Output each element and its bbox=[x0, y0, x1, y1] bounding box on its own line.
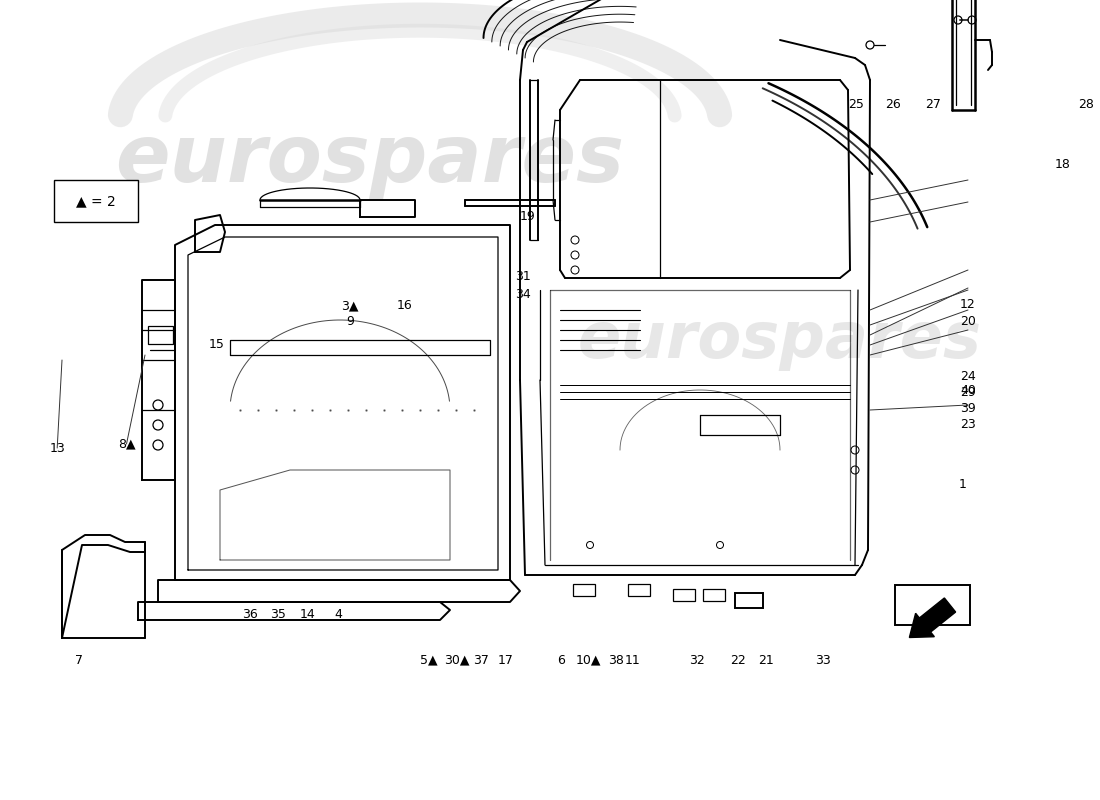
Text: 25: 25 bbox=[848, 98, 864, 110]
Text: 18: 18 bbox=[1055, 158, 1070, 170]
Text: 23: 23 bbox=[960, 418, 976, 430]
FancyBboxPatch shape bbox=[54, 180, 138, 222]
Text: 12: 12 bbox=[960, 298, 976, 310]
Text: 21: 21 bbox=[758, 654, 773, 666]
Text: 32: 32 bbox=[690, 654, 705, 666]
Text: ▲ = 2: ▲ = 2 bbox=[76, 194, 116, 208]
Text: 35: 35 bbox=[271, 608, 286, 621]
Text: 29: 29 bbox=[960, 386, 976, 398]
Text: 4: 4 bbox=[334, 608, 343, 621]
Bar bbox=[628, 584, 650, 596]
Text: 11: 11 bbox=[625, 654, 640, 666]
Bar bbox=[735, 593, 763, 608]
Text: 37: 37 bbox=[473, 654, 488, 666]
Bar bbox=[148, 326, 173, 344]
Text: 40: 40 bbox=[960, 384, 976, 397]
Bar bbox=[703, 589, 725, 601]
Text: 9: 9 bbox=[345, 315, 354, 328]
Text: 36: 36 bbox=[242, 608, 257, 621]
Text: 31: 31 bbox=[515, 270, 530, 282]
Bar bbox=[673, 589, 695, 601]
Text: 5▲: 5▲ bbox=[420, 654, 438, 666]
Text: 17: 17 bbox=[498, 654, 514, 666]
Text: 7: 7 bbox=[75, 654, 84, 666]
Text: 8▲: 8▲ bbox=[118, 438, 135, 450]
Text: 30▲: 30▲ bbox=[443, 654, 470, 666]
Text: 24: 24 bbox=[960, 370, 976, 382]
Text: 20: 20 bbox=[960, 315, 976, 328]
Bar bbox=[573, 584, 595, 596]
Text: 6: 6 bbox=[557, 654, 565, 666]
Text: 39: 39 bbox=[960, 402, 976, 414]
Text: 1: 1 bbox=[958, 478, 967, 490]
Text: 16: 16 bbox=[397, 299, 412, 312]
Text: 34: 34 bbox=[515, 288, 530, 301]
Bar bbox=[895, 585, 970, 625]
Text: 19: 19 bbox=[520, 210, 536, 222]
Text: 13: 13 bbox=[50, 442, 65, 454]
Text: 3▲: 3▲ bbox=[341, 299, 359, 312]
FancyArrow shape bbox=[910, 598, 956, 638]
Text: 14: 14 bbox=[300, 608, 316, 621]
Text: 27: 27 bbox=[925, 98, 940, 110]
Text: 15: 15 bbox=[209, 338, 224, 350]
Text: 33: 33 bbox=[815, 654, 830, 666]
Text: eurospares: eurospares bbox=[116, 121, 625, 199]
Text: 28: 28 bbox=[1078, 98, 1093, 110]
Text: 22: 22 bbox=[730, 654, 746, 666]
Text: eurospares: eurospares bbox=[578, 309, 982, 371]
Text: 26: 26 bbox=[886, 98, 901, 110]
Text: 38: 38 bbox=[608, 654, 624, 666]
Text: 10▲: 10▲ bbox=[575, 654, 602, 666]
